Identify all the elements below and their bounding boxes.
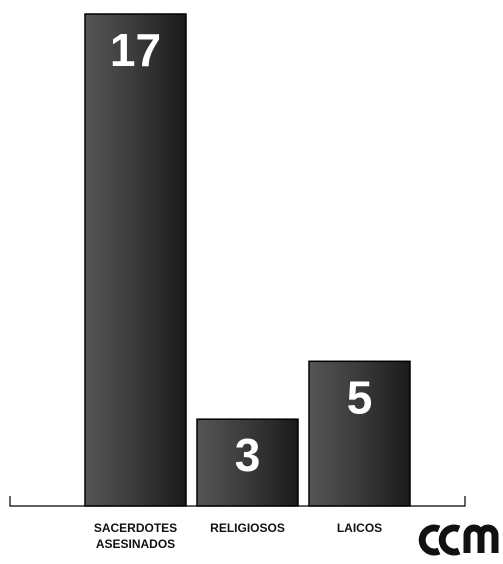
value-label: 3	[235, 429, 261, 481]
x-tick-label: RELIGIOSOS	[210, 521, 285, 535]
bar	[84, 13, 187, 507]
x-tick-label: SACERDOTES ASESINADOS	[93, 521, 178, 551]
bar	[196, 418, 299, 507]
bar	[308, 360, 411, 507]
x-tick-label: LAICOS	[336, 521, 383, 535]
logo	[418, 524, 499, 556]
value-label: 5	[347, 371, 373, 423]
value-label: 17	[110, 24, 161, 76]
